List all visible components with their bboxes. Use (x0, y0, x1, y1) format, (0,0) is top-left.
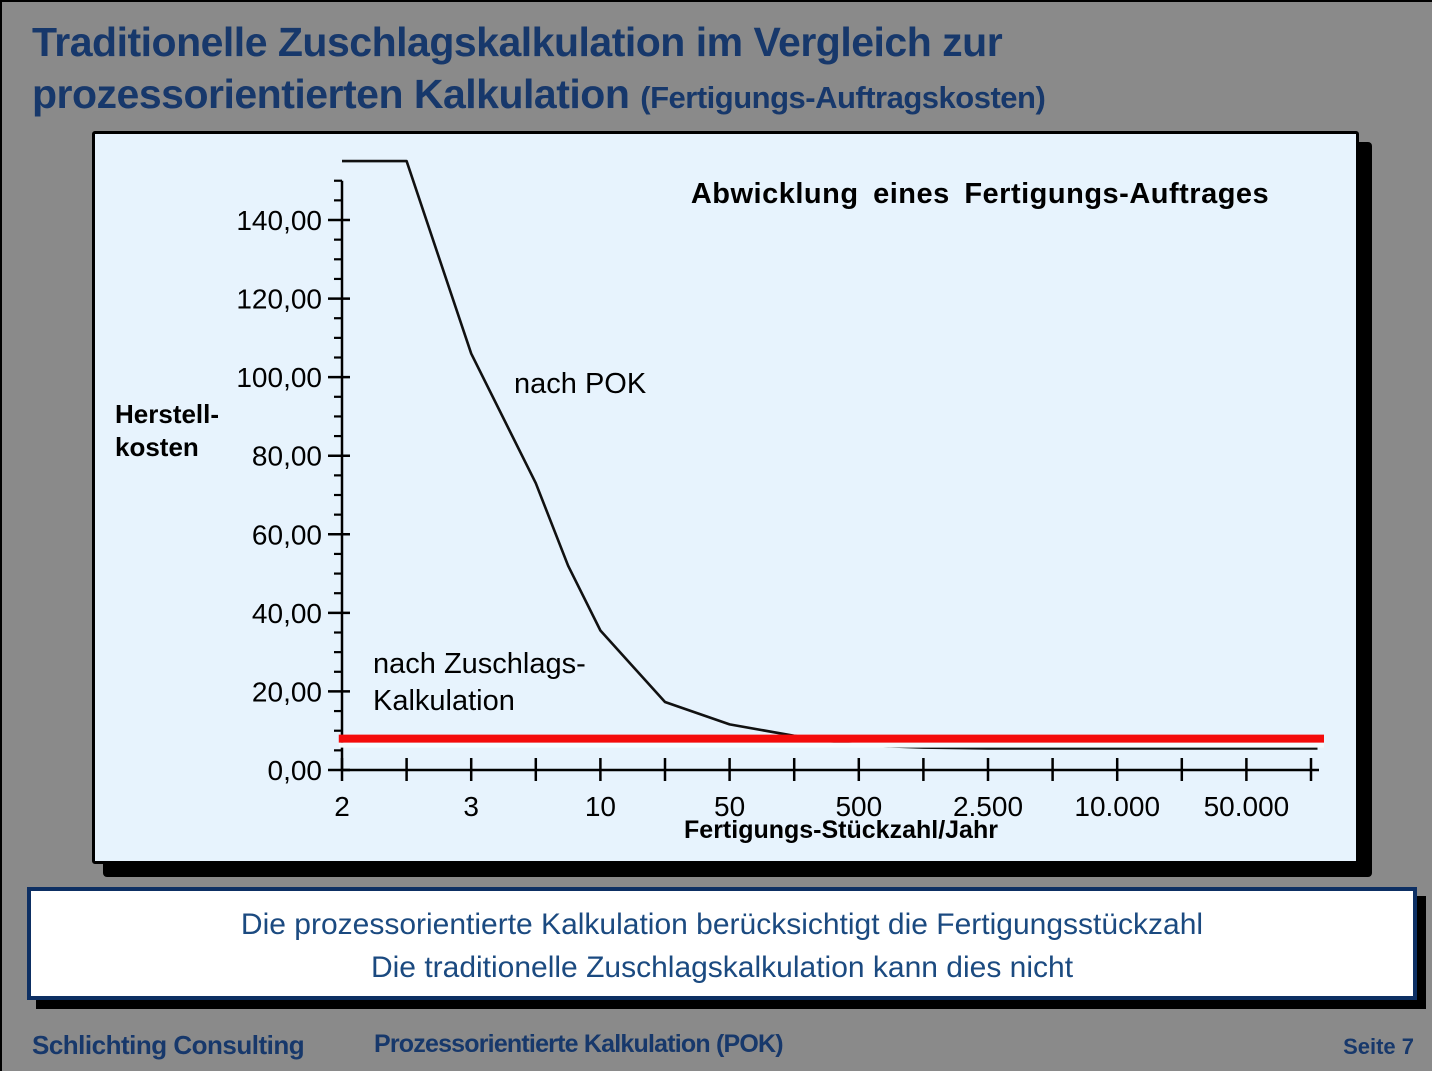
line-chart: 0,00 20,00 40,00 60,00 80,00 100,00 120,00 140,… (236, 159, 1324, 822)
svg-text:3: 3 (463, 791, 479, 822)
chart-panel: 0,00 20,00 40,00 60,00 80,00 100,00 120,00 140,… (92, 131, 1359, 864)
x-axis-title: Fertigungs-Stückzahl/Jahr (684, 816, 998, 844)
slide-title-line1: Traditionelle Zuschlagskalkulation im Ve… (32, 19, 1003, 65)
svg-text:2.500: 2.500 (953, 791, 1023, 822)
svg-text:80,00: 80,00 (252, 441, 322, 472)
svg-text:50.000: 50.000 (1204, 791, 1290, 822)
slide-title: Traditionelle Zuschlagskalkulation im Ve… (32, 16, 1362, 124)
svg-text:40,00: 40,00 (252, 598, 322, 629)
svg-text:60,00: 60,00 (252, 519, 322, 550)
series-label-pok: nach POK (514, 368, 647, 400)
svg-text:500: 500 (835, 791, 882, 822)
footer-page-number: Seite 7 (1343, 1034, 1414, 1059)
svg-text:0,00: 0,00 (268, 755, 323, 786)
svg-text:10.000: 10.000 (1074, 791, 1160, 822)
svg-text:50: 50 (714, 791, 745, 822)
slide-title-line2: prozessorientierten Kalkulation (Fertigu… (32, 71, 1046, 117)
svg-text:2: 2 (334, 791, 350, 822)
conclusion-box: Die prozessorientierte Kalkulation berüc… (27, 887, 1417, 1000)
svg-text:100,00: 100,00 (236, 362, 322, 393)
conclusion-line2: Die traditionelle Zuschlagskalkulation k… (370, 951, 1074, 984)
svg-text:20,00: 20,00 (252, 676, 322, 707)
svg-text:120,00: 120,00 (236, 284, 322, 315)
svg-text:140,00: 140,00 (236, 205, 322, 236)
slide-title-subnote: (Fertigungs-Auftragskosten) (640, 80, 1046, 115)
conclusion-line1: Die prozessorientierte Kalkulation berüc… (240, 908, 1204, 941)
footer-company: Schlichting Consulting (32, 1030, 305, 1060)
y-axis-title: Herstell- kosten (115, 399, 220, 462)
footer-presentation-title: Prozessorientierte Kalkulation (POK) (374, 1030, 784, 1058)
series-label-zuschlag: nach Zuschlags- Kalkulation (373, 648, 586, 717)
conclusion-text: Die prozessorientierte Kalkulation berüc… (31, 903, 1413, 989)
chart-title: Abwicklung eines Fertigungs-Auftrages (690, 178, 1270, 210)
svg-text:10: 10 (585, 791, 616, 822)
